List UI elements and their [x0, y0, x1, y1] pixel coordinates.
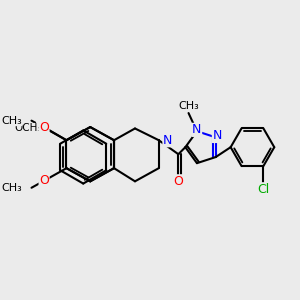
Text: CH₃: CH₃ — [1, 116, 22, 126]
Text: O: O — [173, 175, 183, 188]
Text: N: N — [163, 134, 172, 147]
Text: OCH₃: OCH₃ — [14, 124, 42, 134]
Text: CH₃: CH₃ — [178, 101, 199, 111]
Text: CH₃: CH₃ — [1, 183, 22, 193]
Text: O: O — [39, 174, 49, 187]
Text: N: N — [192, 123, 202, 136]
Text: N: N — [212, 129, 222, 142]
Text: O: O — [37, 122, 46, 135]
Text: O: O — [39, 121, 49, 134]
Text: Cl: Cl — [257, 183, 269, 196]
